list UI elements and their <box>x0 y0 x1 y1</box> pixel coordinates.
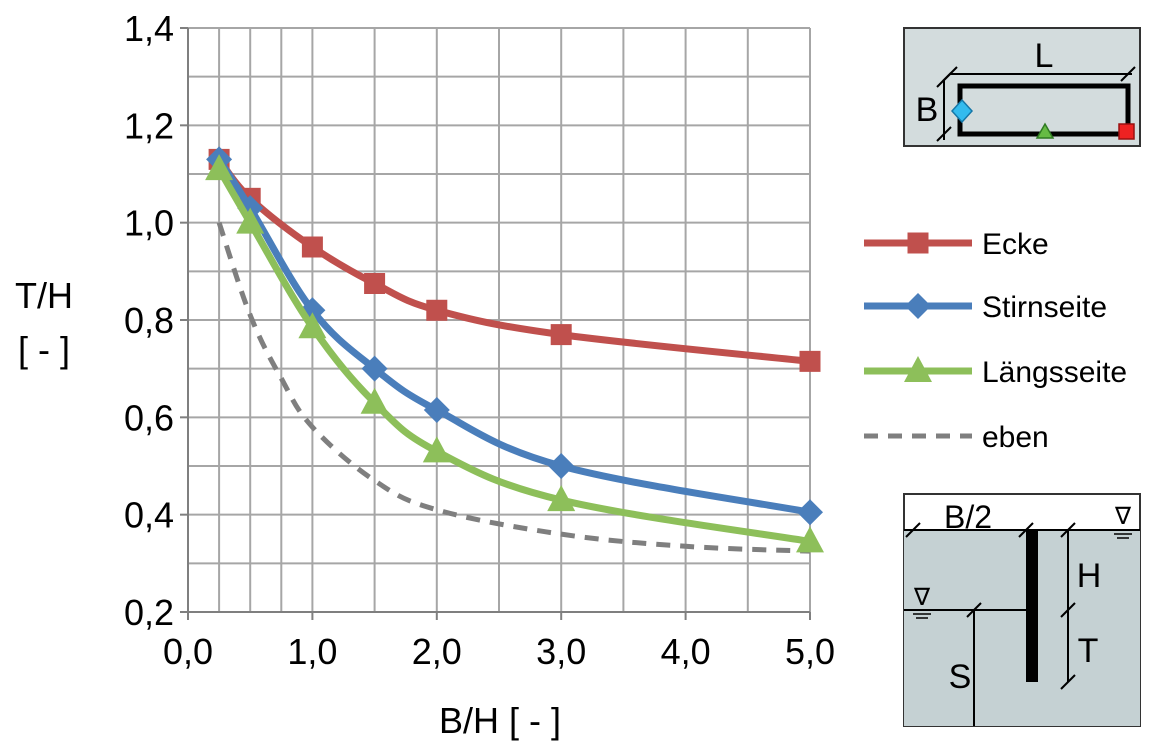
y-tick-label: 0,2 <box>124 592 174 633</box>
series-eben <box>216 221 811 554</box>
data-point-Stirnseite <box>361 355 388 382</box>
y-tick-label: 0,6 <box>124 397 174 438</box>
x-tick-label: 4,0 <box>661 631 711 672</box>
axes <box>180 27 811 620</box>
x-tick-label: 1,0 <box>287 631 337 672</box>
series-Längsseite <box>205 154 824 553</box>
y-tick-label: 1,2 <box>124 105 174 146</box>
section-dimension-tick <box>1018 522 1034 538</box>
section-label-S: S <box>949 658 972 696</box>
section-water-low <box>904 610 1030 726</box>
legend-label-Ecke: Ecke <box>982 228 1049 261</box>
data-point-Längsseite <box>422 436 451 463</box>
data-point-Ecke <box>364 273 386 294</box>
x-tick-label: 2,0 <box>412 631 462 672</box>
water-level-symbol-high: ∇ <box>1114 503 1132 530</box>
legend-label-eben: eben <box>982 421 1049 454</box>
data-point-Längsseite <box>547 485 576 512</box>
x-tick-label: 0,0 <box>163 631 213 672</box>
series-Stirnseite <box>206 146 823 526</box>
data-point-Stirnseite <box>423 397 450 424</box>
legend-marker-Ecke <box>907 232 929 254</box>
data-point-Längsseite <box>360 387 389 414</box>
section-dimension-tick <box>1060 522 1076 538</box>
data-point-Längsseite <box>236 207 265 234</box>
grid <box>188 27 811 612</box>
plan-view-inset: L B <box>903 27 1141 147</box>
series-line-Stirnseite <box>215 155 814 516</box>
section-dimension-tick <box>1060 602 1076 618</box>
data-point-Längsseite <box>205 154 234 181</box>
plan-label-L: L <box>1035 37 1054 75</box>
plan-marker-square <box>1118 123 1135 140</box>
y-axis-title-line1: T/H <box>15 275 73 316</box>
data-point-Ecke <box>426 299 448 321</box>
y-axis-title-line2: [ - ] <box>18 329 70 370</box>
series-line-eben <box>216 221 811 554</box>
x-tick-label: 5,0 <box>785 631 835 672</box>
legend-label-Längsseite: Längsseite <box>982 356 1127 389</box>
y-tick-label: 1,0 <box>124 203 174 244</box>
series-group <box>205 146 824 554</box>
plan-dimension-tick <box>936 72 952 88</box>
section-dimension-tick <box>1060 674 1076 690</box>
data-point-Ecke <box>550 324 572 346</box>
data-point-Stirnseite <box>548 453 575 479</box>
section-dimension-tick <box>905 522 921 538</box>
section-dimension-tick <box>966 602 982 618</box>
x-tick-label: 3,0 <box>536 631 586 672</box>
section-wall <box>1026 530 1038 682</box>
x-axis-title: B/H [ - ] <box>439 700 561 741</box>
y-tick-label: 1,4 <box>124 8 174 49</box>
y-tick-label: 0,4 <box>124 495 174 536</box>
plan-dimension-tick <box>1120 66 1136 82</box>
data-point-Ecke <box>301 236 323 258</box>
section-label-H: H <box>1077 557 1102 595</box>
section-view-inset: B/2 H T S ∇ ∇ <box>903 493 1141 727</box>
plan-dimension-tick <box>936 126 952 142</box>
data-point-Stirnseite <box>797 499 823 526</box>
series-line-Längsseite <box>215 165 814 545</box>
legend: Ecke Stirnseite Längsseite eben <box>864 228 1127 454</box>
plan-marker-diamond <box>950 98 974 124</box>
y-tick-label: 0,8 <box>124 300 174 341</box>
data-point-Längsseite <box>796 526 824 553</box>
legend-marker-Stirnseite <box>905 293 931 319</box>
legend-marker-Längsseite <box>904 356 932 382</box>
section-label-B2: B/2 <box>944 499 992 535</box>
data-point-Ecke <box>799 350 821 372</box>
section-label-T: T <box>1078 632 1099 670</box>
water-level-symbol-low: ∇ <box>913 584 931 611</box>
plan-label-B: B <box>916 91 939 129</box>
legend-label-Stirnseite: Stirnseite <box>982 291 1107 324</box>
data-point-Längsseite <box>298 312 327 339</box>
plan-marker-triangle <box>1035 122 1055 139</box>
tick-labels: 0,2 0,4 0,6 0,8 1,0 1,2 1,4 0,0 1,0 2,0 3,0 4,0 5,0 <box>124 8 835 672</box>
